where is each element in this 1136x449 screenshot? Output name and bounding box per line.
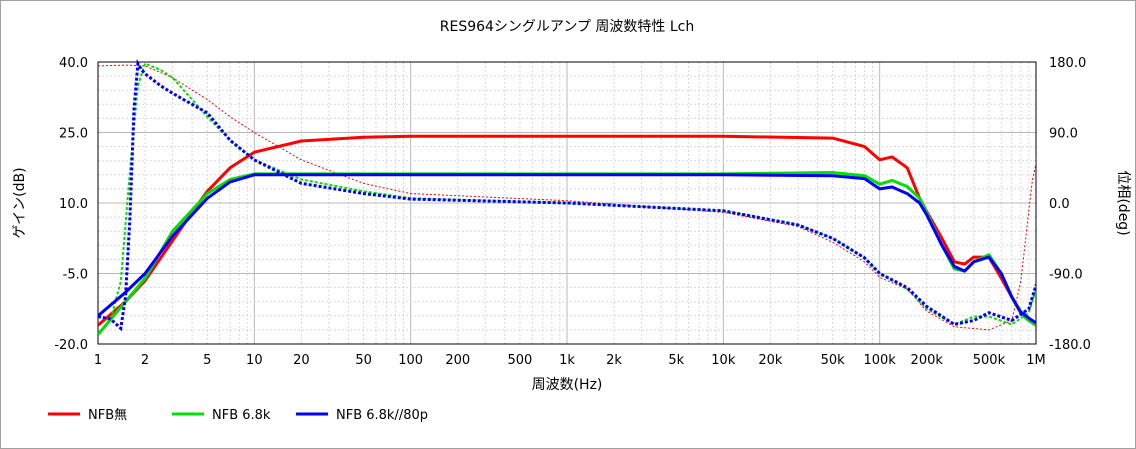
x-tick-label: 100k [863,353,896,368]
x-tick-label: 1M [1026,353,1046,368]
x-tick-label: 500k [973,353,1006,368]
tick-labels: 1 2 5 10 20 50 100 200 500 1k 2k 5k 10k 20k 50k 100k 200… [54,56,1091,368]
x-tick-label: 10k [711,353,736,368]
x-tick-label: 2 [141,353,149,368]
y-left-tick-label: 40.0 [59,56,88,71]
series-gain-line [98,173,1036,325]
x-tick-label: 50k [821,353,846,368]
grid [97,61,1036,345]
series-phase-line [98,64,1036,331]
x-tick-label: 1 [94,353,102,368]
x-axis-label: 周波数(Hz) [532,377,603,393]
series-phase-line [98,58,1036,332]
legend: NFB無 NFB 6.8k NFB 6.8k//80p [48,408,428,423]
x-tick-label: 50 [355,353,372,368]
y-right-tick-label: -180.0 [1049,338,1091,353]
x-tick-label: 20 [293,353,310,368]
legend-label: NFB 6.8k//80p [336,408,428,423]
legend-label: NFB 6.8k [212,408,271,423]
x-tick-label: 5k [668,353,684,368]
x-tick-label: 5 [203,353,211,368]
x-tick-label: 20k [758,353,783,368]
y-right-tick-label: 90.0 [1049,127,1078,142]
y-right-tick-label: 0.0 [1049,197,1070,212]
y-left-tick-label: 25.0 [59,127,88,142]
y-axis-right-label: 位相(deg) [1115,170,1131,235]
y-axis-left-label: ゲイン(dB) [12,167,28,238]
x-tick-label: 100 [398,353,423,368]
y-left-tick-label: -20.0 [54,338,88,353]
x-tick-label: 500 [508,353,533,368]
y-left-tick-label: 10.0 [59,197,88,212]
x-tick-label: 1k [559,353,575,368]
y-right-tick-label: 180.0 [1049,56,1086,71]
legend-label: NFB無 [88,408,127,423]
y-right-tick-label: -90.0 [1049,268,1083,283]
plot-area [97,61,1037,345]
y-left-tick-label: -5.0 [63,268,88,283]
x-tick-label: 10 [246,353,263,368]
chart-title: RES964シングルアンプ 周波数特性 Lch [440,19,694,35]
series-layer [98,58,1036,336]
x-tick-label: 200k [911,353,944,368]
x-tick-label: 200 [445,353,470,368]
x-tick-label: 2k [606,353,622,368]
